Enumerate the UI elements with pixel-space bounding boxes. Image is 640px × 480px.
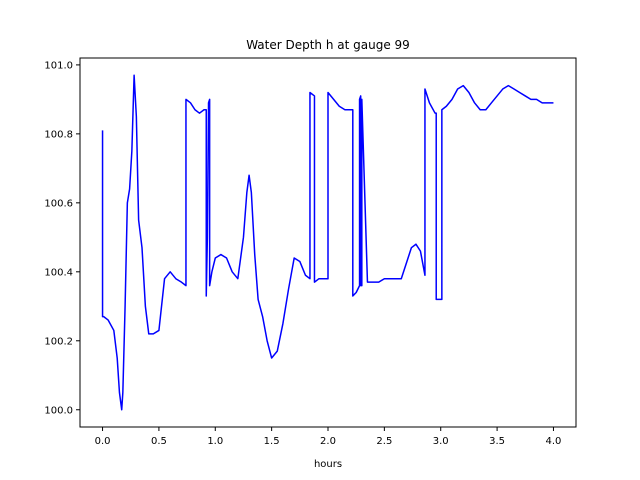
x-tick-label: 0.5 — [151, 436, 167, 447]
x-tick-label: 4.0 — [546, 436, 562, 447]
chart-title: Water Depth h at gauge 99 — [246, 38, 410, 52]
y-tick-label: 101.0 — [44, 60, 73, 71]
x-tick-label: 1.5 — [264, 436, 280, 447]
x-tick-label: 3.0 — [433, 436, 449, 447]
x-axis-ticks: 0.0 0.5 1.0 1.5 2.0 2.5 3.0 3.5 4.0 — [95, 427, 562, 447]
y-axis-ticks: 100.0 100.2 100.4 100.6 100.8 101.0 — [44, 60, 80, 416]
x-tick-label: 2.0 — [320, 436, 336, 447]
series-layer — [101, 74, 554, 411]
plot-frame — [79, 57, 577, 428]
x-tick-label: 2.5 — [376, 436, 392, 447]
y-tick-label: 100.2 — [44, 336, 73, 347]
y-tick-label: 100.0 — [44, 405, 73, 416]
y-tick-label: 100.4 — [44, 267, 73, 278]
x-tick-label: 0.0 — [95, 436, 111, 447]
y-tick-label: 100.6 — [44, 198, 73, 209]
y-tick-label: 100.8 — [44, 129, 73, 140]
x-tick-label: 3.5 — [489, 436, 505, 447]
x-tick-label: 1.0 — [207, 436, 223, 447]
x-axis-label: hours — [314, 459, 342, 470]
series-line-0 — [101, 74, 554, 411]
